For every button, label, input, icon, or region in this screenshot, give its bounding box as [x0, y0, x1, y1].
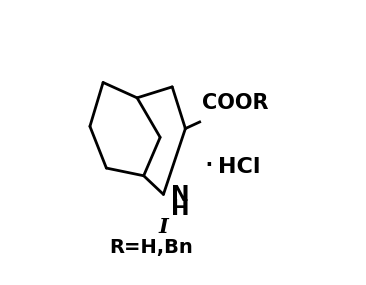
- Text: I: I: [158, 217, 168, 237]
- Text: H: H: [171, 199, 190, 219]
- Text: N: N: [171, 186, 190, 205]
- Text: ·: ·: [203, 150, 214, 184]
- Text: R=H,Bn: R=H,Bn: [109, 238, 193, 256]
- Text: COOR: COOR: [202, 93, 268, 113]
- Text: HCl: HCl: [218, 157, 261, 177]
